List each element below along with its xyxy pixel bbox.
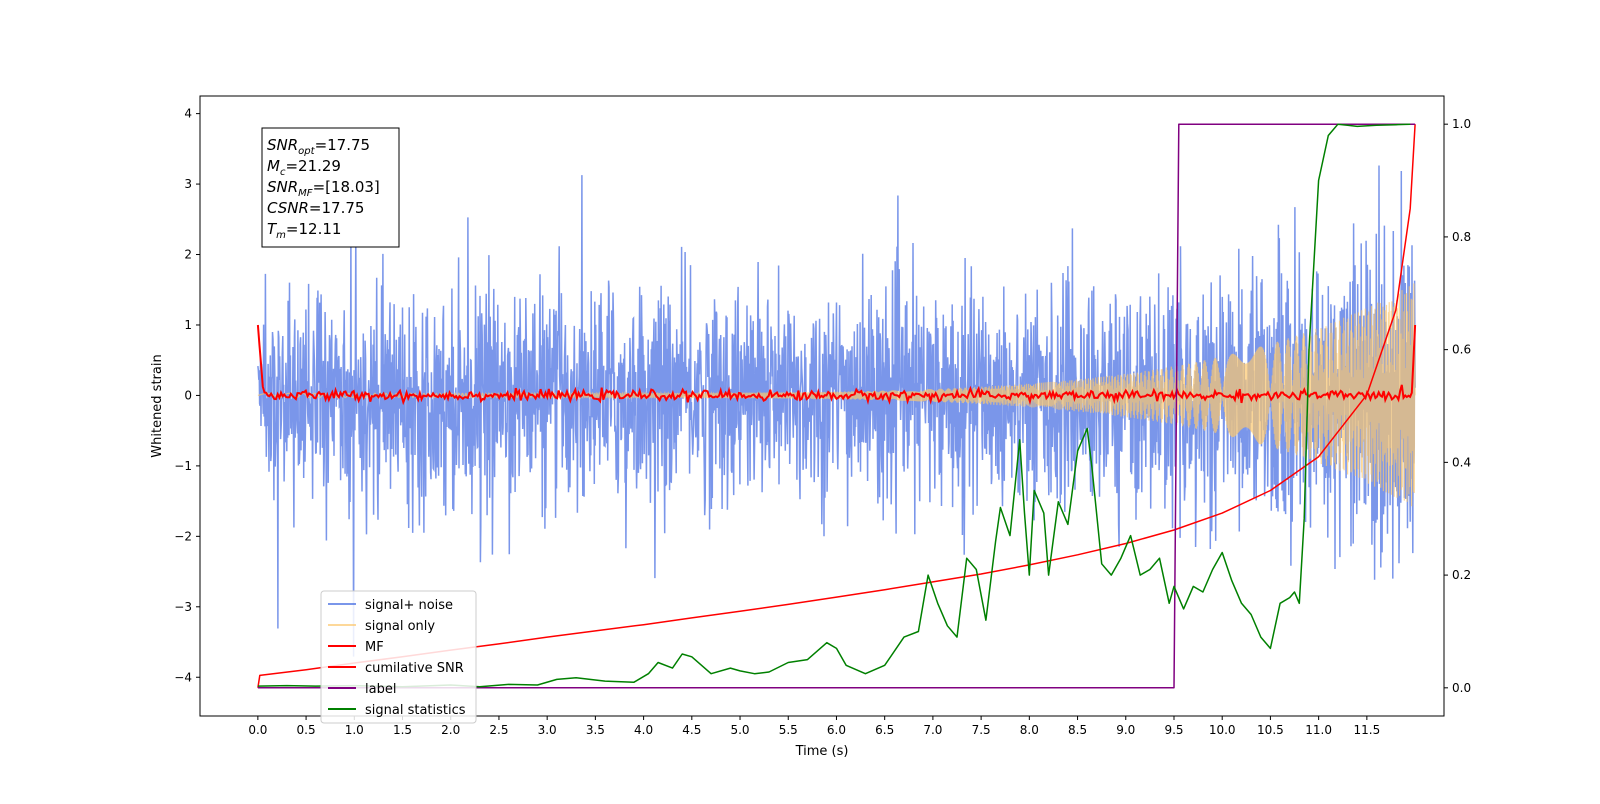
y-tick-label: −1 xyxy=(174,459,192,473)
x-tick-label: 4.5 xyxy=(682,723,701,737)
x-tick-label: 4.0 xyxy=(634,723,653,737)
legend-label: signal only xyxy=(365,619,435,634)
y-axis-label: Whitened strain xyxy=(150,354,165,457)
y-tick-label: 0 xyxy=(184,388,192,402)
legend-label: label xyxy=(365,682,396,697)
x-tick-label: 10.5 xyxy=(1257,723,1284,737)
x-tick-label: 1.0 xyxy=(345,723,364,737)
y-tick-label: 2 xyxy=(184,248,192,262)
y-tick-label: 3 xyxy=(184,177,192,191)
x-tick-label: 6.5 xyxy=(875,723,894,737)
y-tick-label: −2 xyxy=(174,529,192,543)
x-tick-label: 5.0 xyxy=(730,723,749,737)
y-tick-label: 4 xyxy=(184,107,192,121)
x-tick-label: 9.5 xyxy=(1164,723,1183,737)
x-tick-label: 8.5 xyxy=(1068,723,1087,737)
y-axis: 4 3 2 1 0 −1 −2 −3 −4 xyxy=(174,107,200,684)
series-signal-noise-line xyxy=(257,165,1416,657)
legend-frame xyxy=(320,590,477,724)
y2-tick-label: 0.8 xyxy=(1452,230,1471,244)
y2-tick-label: 1.0 xyxy=(1452,117,1471,131)
y2-tick-label: 0.2 xyxy=(1452,568,1471,582)
x-tick-label: 0.0 xyxy=(248,723,267,737)
x-tick-label: 10.0 xyxy=(1209,723,1236,737)
x-tick-label: 6.0 xyxy=(827,723,846,737)
annotation-line: Tm=12.11 xyxy=(267,220,341,241)
x-tick-label: 7.0 xyxy=(923,723,942,737)
legend: signal+ noise signal only MF cumilative SNR… xyxy=(320,590,477,724)
y-tick-label: −3 xyxy=(174,600,192,614)
x-axis: 0.0 0.5 1.0 1.5 2.0 2.5 3.0 3.5 4.0 4.5 5.0 5.5 6.0 6… xyxy=(248,716,1380,737)
legend-label: MF xyxy=(365,640,384,655)
y2-tick-label: 0.0 xyxy=(1452,681,1471,695)
x-tick-label: 2.0 xyxy=(441,723,460,737)
series-signal-statistics-line xyxy=(257,123,1411,688)
x-tick-label: 11.0 xyxy=(1305,723,1332,737)
x-tick-label: 1.5 xyxy=(393,723,412,737)
x-tick-label: 3.0 xyxy=(538,723,557,737)
legend-label: signal statistics xyxy=(365,703,466,718)
x-tick-label: 5.5 xyxy=(779,723,798,737)
y2-tick-label: 0.6 xyxy=(1452,343,1471,357)
x-tick-label: 2.5 xyxy=(489,723,508,737)
annotation-line: SNRMF=[18.03] xyxy=(267,178,380,199)
x-tick-label: 0.5 xyxy=(297,723,316,737)
annotation-frame xyxy=(261,127,400,248)
series-label-line xyxy=(257,123,1416,689)
x-tick-label: 3.5 xyxy=(586,723,605,737)
plot-frame xyxy=(199,95,1445,717)
annotation-line: CSNR=17.75 xyxy=(267,199,364,217)
y2-axis: 1.0 0.8 0.6 0.4 0.2 0.0 xyxy=(1444,117,1471,695)
x-tick-label: 9.0 xyxy=(1116,723,1135,737)
annotation-line: SNRopt=17.75 xyxy=(267,136,370,157)
x-axis-label: Time (s) xyxy=(795,744,849,759)
legend-label: signal+ noise xyxy=(365,598,453,613)
y2-tick-label: 0.4 xyxy=(1452,455,1471,469)
stats-annotation-box: SNRopt=17.75Mc=21.29SNRMF=[18.03]CSNR=17… xyxy=(261,127,400,248)
y-tick-label: −4 xyxy=(174,670,192,684)
x-tick-label: 8.0 xyxy=(1020,723,1039,737)
y-tick-label: 1 xyxy=(184,318,192,332)
x-tick-label: 11.5 xyxy=(1353,723,1380,737)
series-mf-line xyxy=(256,324,1417,406)
x-tick-label: 7.5 xyxy=(972,723,991,737)
legend-label: cumilative SNR xyxy=(365,661,464,676)
annotation-line: Mc=21.29 xyxy=(267,157,341,178)
